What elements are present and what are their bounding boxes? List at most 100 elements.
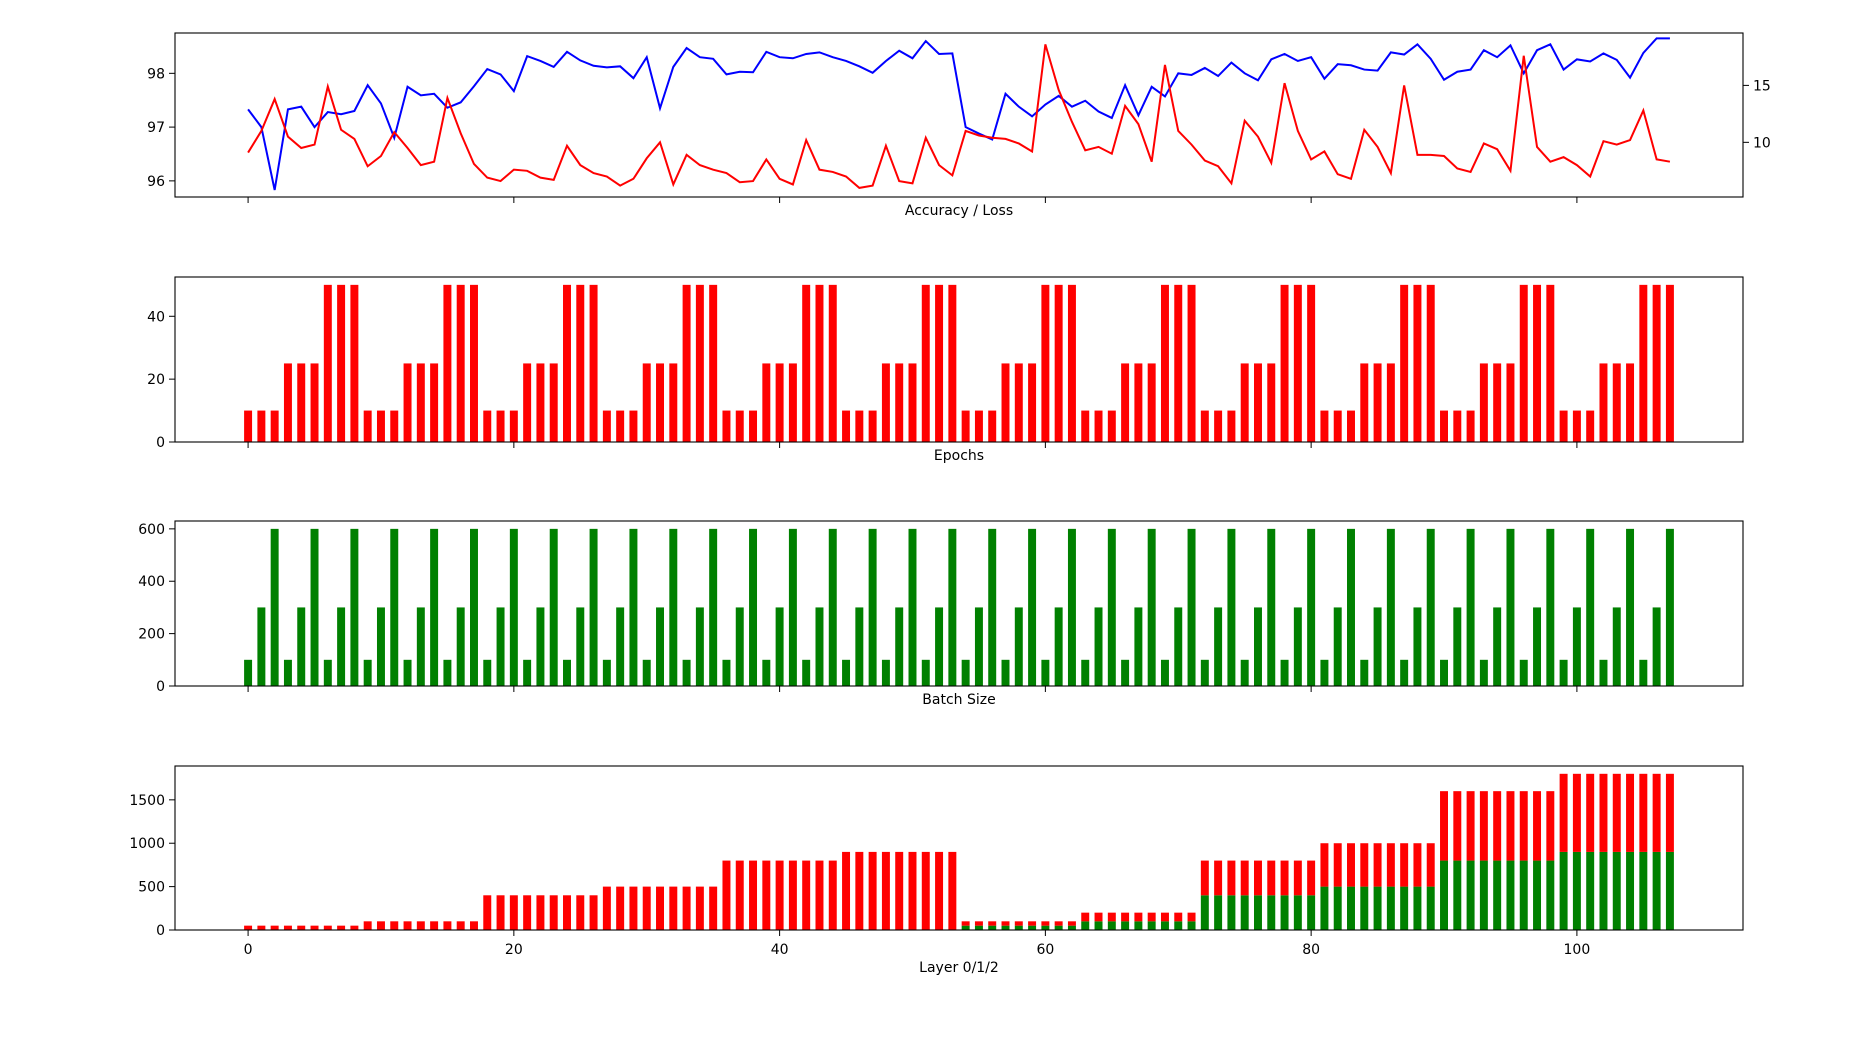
bar-61 xyxy=(1054,284,1063,442)
bar-2 xyxy=(270,528,279,686)
bar-layer1-53 xyxy=(948,851,957,930)
bar-51 xyxy=(921,659,930,686)
bar-layer0-69 xyxy=(1160,921,1169,930)
bar-68 xyxy=(1147,363,1156,442)
bar-39 xyxy=(762,363,771,442)
bar-74 xyxy=(1227,410,1236,442)
bar-20 xyxy=(509,410,518,442)
bar-83 xyxy=(1347,410,1355,442)
bar-38 xyxy=(749,528,758,686)
bar-layer1-29 xyxy=(629,886,638,930)
bar-17 xyxy=(470,528,478,686)
bar-100 xyxy=(1572,607,1581,686)
bar-81 xyxy=(1320,410,1329,442)
bar-57 xyxy=(1001,659,1010,686)
bar-layer0-60 xyxy=(1041,925,1050,930)
bar-layer1-80 xyxy=(1307,860,1316,896)
x-axis-label: Layer 0/1/2 xyxy=(919,960,999,976)
bar-71 xyxy=(1187,528,1196,686)
bar-50 xyxy=(908,363,917,442)
bar-layer1-67 xyxy=(1134,912,1143,922)
bar-layer0-99 xyxy=(1559,851,1568,930)
bar-layer1-96 xyxy=(1519,791,1528,861)
bar-74 xyxy=(1227,528,1236,686)
bar-12 xyxy=(403,363,412,442)
bar-105 xyxy=(1639,284,1648,442)
bar-layer1-70 xyxy=(1174,912,1183,922)
bar-64 xyxy=(1094,410,1103,442)
bar-95 xyxy=(1506,363,1515,442)
bar-92 xyxy=(1466,410,1475,442)
bar-88 xyxy=(1413,607,1422,686)
bar-107 xyxy=(1665,528,1674,686)
bar-16 xyxy=(456,284,465,442)
bar-layer1-21 xyxy=(523,895,532,930)
bar-8 xyxy=(350,284,359,442)
bar-layer1-105 xyxy=(1639,773,1648,852)
bar-29 xyxy=(629,528,638,686)
bar-102 xyxy=(1599,659,1608,686)
bar-38 xyxy=(749,410,758,442)
bar-35 xyxy=(709,528,718,686)
bar-40 xyxy=(775,363,784,442)
bar-1 xyxy=(257,410,266,442)
bar-layer1-30 xyxy=(642,886,651,930)
bar-layer1-41 xyxy=(788,860,797,930)
bar-63 xyxy=(1081,659,1090,686)
bar-layer1-1 xyxy=(257,925,266,930)
bar-34 xyxy=(695,284,704,442)
bar-90 xyxy=(1440,410,1448,442)
bar-77 xyxy=(1267,363,1276,442)
layer-panel: 0 500 1000 1500 0 20 40 60 80 100 Layer 0/1/2 xyxy=(129,765,1744,976)
bar-24 xyxy=(563,659,571,686)
bar-layer1-0 xyxy=(244,925,253,930)
bar-35 xyxy=(709,284,718,442)
bar-78 xyxy=(1280,659,1289,686)
bar-106 xyxy=(1652,284,1661,442)
bar-76 xyxy=(1254,363,1262,442)
bar-layer1-76 xyxy=(1254,860,1262,896)
bar-layer1-48 xyxy=(881,851,890,930)
bar-22 xyxy=(536,363,545,442)
bar-58 xyxy=(1014,607,1023,686)
bar-75 xyxy=(1240,659,1249,686)
bar-layer1-65 xyxy=(1107,912,1116,922)
bar-3 xyxy=(283,363,292,442)
bar-layer1-38 xyxy=(749,860,758,930)
bar-16 xyxy=(456,607,465,686)
bar-71 xyxy=(1187,284,1196,442)
bar-77 xyxy=(1267,528,1276,686)
bar-layer0-57 xyxy=(1001,925,1010,930)
bar-layer1-57 xyxy=(1001,921,1010,926)
bar-25 xyxy=(576,284,585,442)
batch-size-panel: 0 200 400 600 Batch Size xyxy=(138,520,1744,708)
bar-layer1-12 xyxy=(403,921,412,930)
bar-83 xyxy=(1347,528,1355,686)
bar-layer1-66 xyxy=(1121,912,1130,922)
bar-layer0-94 xyxy=(1493,860,1502,930)
ytick-label: 97 xyxy=(147,120,165,136)
bar-layer1-23 xyxy=(549,895,558,930)
bar-layer0-93 xyxy=(1479,860,1488,930)
bar-layer1-25 xyxy=(576,895,585,930)
bar-106 xyxy=(1652,607,1661,686)
x-axis-label: Batch Size xyxy=(922,692,995,708)
bar-layer1-20 xyxy=(509,895,518,930)
bar-5 xyxy=(310,363,319,442)
bar-55 xyxy=(974,607,983,686)
bar-7 xyxy=(337,607,346,686)
ytick-label: 500 xyxy=(138,880,165,896)
bar-layer1-78 xyxy=(1280,860,1289,896)
bar-10 xyxy=(376,607,385,686)
x-axis-label: Epochs xyxy=(934,448,984,464)
bar-layer0-97 xyxy=(1533,860,1542,930)
bar-33 xyxy=(682,284,691,442)
bar-22 xyxy=(536,607,545,686)
bar-layer1-101 xyxy=(1586,773,1595,852)
bar-23 xyxy=(549,528,558,686)
bar-layer1-37 xyxy=(735,860,744,930)
bar-layer1-104 xyxy=(1626,773,1635,852)
bar-45 xyxy=(842,659,851,686)
bar-45 xyxy=(842,410,851,442)
bar-layer1-19 xyxy=(496,895,505,930)
